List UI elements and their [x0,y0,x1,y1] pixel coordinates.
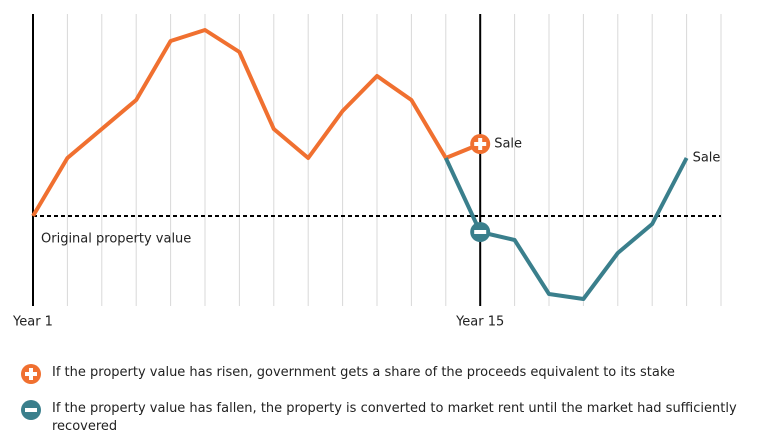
chart: Year 1 Year 15 Original property value Sale… [12,14,722,330]
note-icon [21,364,41,384]
icon-bar [29,368,33,380]
icon-bar [25,408,37,412]
x-tick-label: Year 15 [455,315,504,330]
icon-bar [474,230,487,234]
x-tick-label: Year 1 [12,315,53,330]
note: If the property value has risen, governm… [21,364,764,384]
sale-label: Sale [693,151,721,166]
baseline-label: Original property value [41,232,191,247]
icon-bar [478,138,483,150]
sale-label: Sale [494,137,522,152]
note: If the property value has fallen, the pr… [21,400,764,436]
series-line [31,28,481,218]
note-icon [21,400,41,420]
